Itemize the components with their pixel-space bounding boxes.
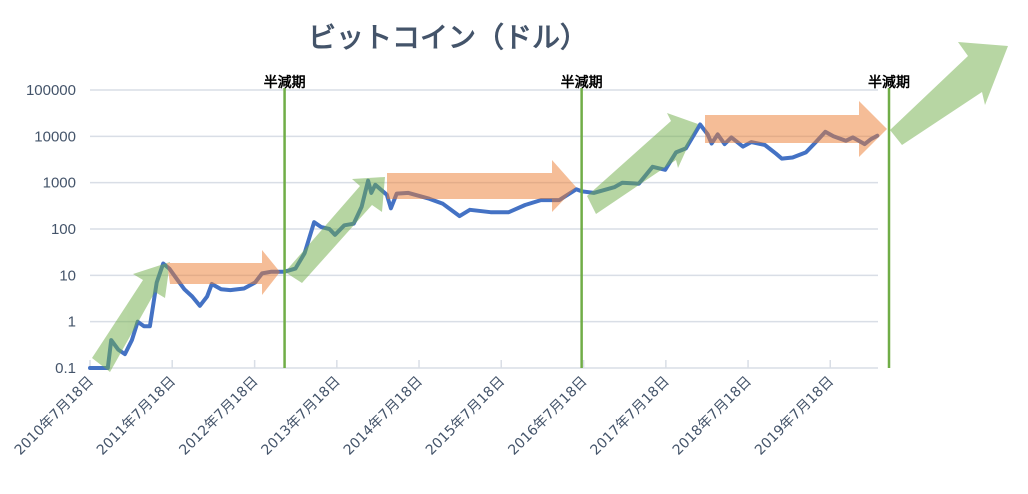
y-tick-label: 0.1	[55, 360, 76, 377]
halving-markers: 半減期 半減期 半減期	[264, 74, 910, 368]
x-tick-label: 2016年7月18日	[505, 374, 590, 459]
x-tick-label: 2012年7月18日	[176, 374, 261, 459]
y-tick-label: 10000	[34, 128, 76, 145]
uptrend-arrow-4	[890, 42, 1008, 145]
y-tick-label: 1	[68, 314, 76, 331]
x-axis: 2010年7月18日2011年7月18日2012年7月18日2013年7月18日…	[12, 360, 837, 459]
uptrend-arrow-1	[92, 262, 170, 372]
range-arrow-3	[705, 101, 887, 157]
x-tick-label: 2019年7月18日	[752, 374, 837, 459]
halving-label: 半減期	[264, 74, 306, 91]
price-line	[88, 122, 880, 370]
uptrend-arrow-3	[587, 113, 698, 214]
y-tick-label: 100	[51, 221, 76, 238]
x-tick-label: 2013年7月18日	[259, 374, 344, 459]
y-tick-label: 100000	[26, 82, 76, 99]
x-tick-label: 2015年7月18日	[423, 374, 508, 459]
halving-label: 半減期	[561, 74, 603, 91]
range-arrow-1	[167, 250, 280, 295]
y-tick-label: 1000	[43, 175, 76, 192]
y-axis: 100000 10000 1000 100 10 1 0.1	[26, 82, 76, 377]
trend-arrows	[92, 42, 1008, 372]
x-tick-label: 2018年7月18日	[670, 374, 755, 459]
chart-title: ビットコイン（ドル）	[308, 21, 588, 54]
y-tick-label: 10	[59, 267, 76, 284]
price-series	[88, 122, 880, 370]
x-tick-label: 2010年7月18日	[12, 374, 97, 459]
x-tick-label: 2014年7月18日	[341, 374, 426, 459]
range-arrow-2	[387, 160, 576, 212]
x-tick-label: 2017年7月18日	[588, 374, 673, 459]
x-tick-label: 2011年7月18日	[94, 374, 179, 459]
uptrend-arrow-2	[285, 177, 385, 283]
halving-label: 半減期	[868, 74, 910, 91]
